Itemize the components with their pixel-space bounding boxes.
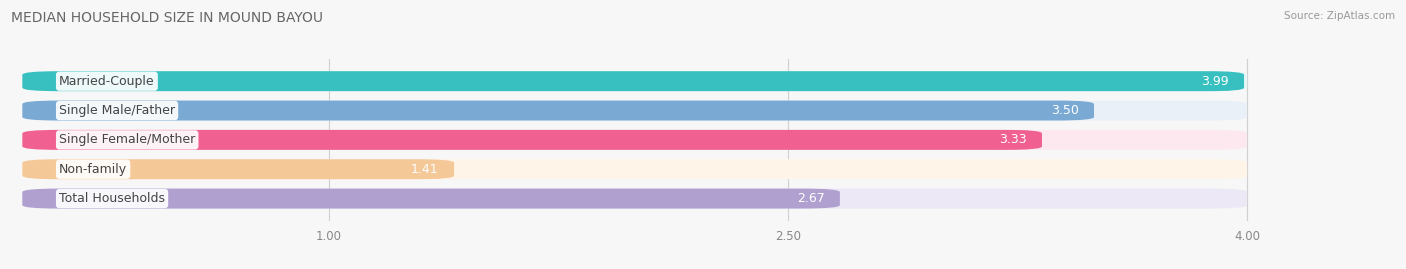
- FancyBboxPatch shape: [22, 159, 1247, 179]
- FancyBboxPatch shape: [22, 71, 1244, 91]
- FancyBboxPatch shape: [22, 189, 839, 208]
- FancyBboxPatch shape: [22, 159, 454, 179]
- FancyBboxPatch shape: [22, 130, 1247, 150]
- FancyBboxPatch shape: [22, 130, 1042, 150]
- Text: Non-family: Non-family: [59, 163, 127, 176]
- Text: 2.67: 2.67: [797, 192, 824, 205]
- Text: Source: ZipAtlas.com: Source: ZipAtlas.com: [1284, 11, 1395, 21]
- Text: 3.99: 3.99: [1201, 75, 1229, 88]
- FancyBboxPatch shape: [22, 101, 1094, 121]
- Text: Married-Couple: Married-Couple: [59, 75, 155, 88]
- FancyBboxPatch shape: [22, 71, 1247, 91]
- FancyBboxPatch shape: [22, 101, 1247, 121]
- FancyBboxPatch shape: [22, 189, 1247, 208]
- Text: 3.50: 3.50: [1050, 104, 1078, 117]
- Text: Single Male/Father: Single Male/Father: [59, 104, 176, 117]
- Text: Total Households: Total Households: [59, 192, 165, 205]
- Text: 3.33: 3.33: [1000, 133, 1026, 146]
- Text: Single Female/Mother: Single Female/Mother: [59, 133, 195, 146]
- Text: 1.41: 1.41: [411, 163, 439, 176]
- Text: MEDIAN HOUSEHOLD SIZE IN MOUND BAYOU: MEDIAN HOUSEHOLD SIZE IN MOUND BAYOU: [11, 11, 323, 25]
